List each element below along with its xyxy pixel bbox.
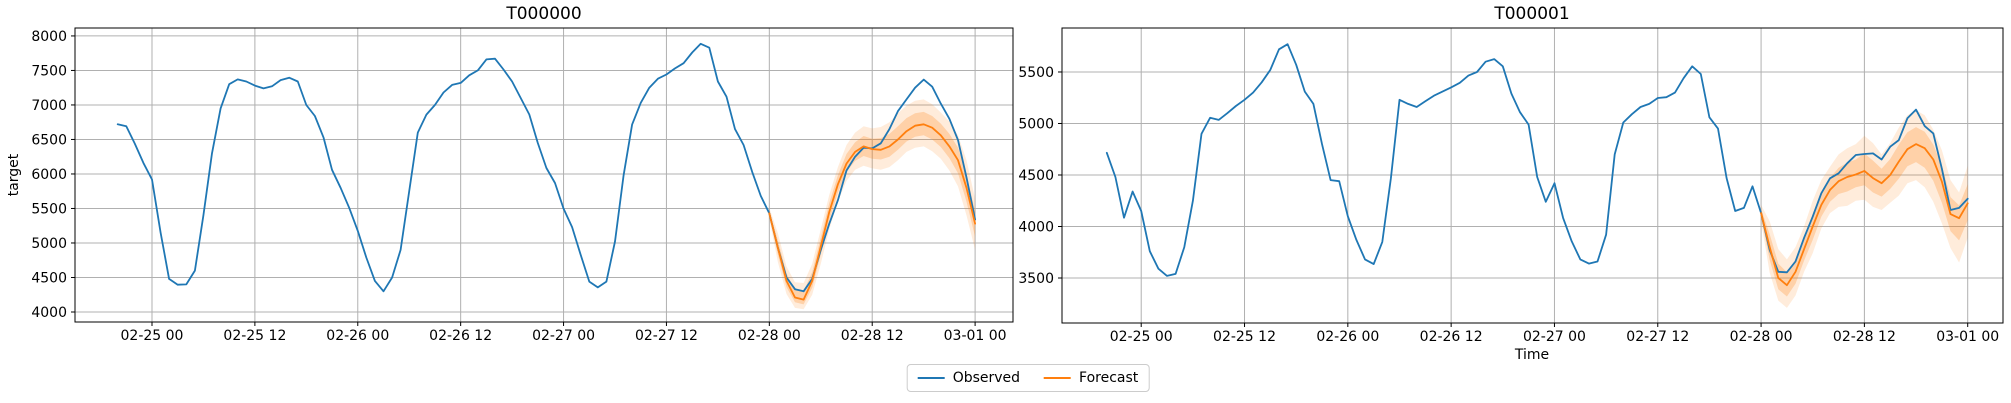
ticks (1058, 71, 1969, 327)
svg-text:4500: 4500 (31, 270, 67, 286)
gridlines (75, 28, 1013, 322)
svg-text:7000: 7000 (31, 98, 67, 114)
legend-item-forecast: Forecast (1044, 370, 1138, 386)
gridlines (1062, 28, 2003, 323)
svg-text:02-27 12: 02-27 12 (635, 328, 698, 344)
svg-text:7500: 7500 (31, 63, 67, 79)
svg-text:02-26 00: 02-26 00 (1316, 329, 1379, 345)
legend: Observed Forecast (906, 364, 1150, 392)
tick-labels: 02-25 00 02-25 12 02-26 00 02-26 12 02-27 00… (1018, 65, 1999, 345)
svg-text:02-25 12: 02-25 12 (223, 328, 286, 344)
forecast-band (1761, 127, 1968, 297)
svg-text:02-26 00: 02-26 00 (326, 328, 389, 344)
legend-item-observed: Observed (917, 370, 1021, 386)
chart-t000000: 02-25 00 02-25 12 02-26 00 02-26 12 02-27 00… (31, 27, 1014, 344)
chart-title-t000001: T000001 (1494, 4, 1570, 24)
axes-spines (1061, 27, 2004, 324)
forecast-band (769, 99, 976, 310)
svg-text:8000: 8000 (31, 29, 67, 45)
forecast-line (1760, 143, 1969, 287)
svg-text:5000: 5000 (1018, 116, 1054, 132)
svg-text:03-01 00: 03-01 00 (1936, 329, 1999, 345)
chart-t000001: 02-25 00 02-25 12 02-26 00 02-26 12 02-27 00… (1018, 27, 2004, 345)
tick-labels: 02-25 00 02-25 12 02-26 00 02-26 12 02-27 00… (31, 29, 1006, 344)
x-axis-label-time: Time (1514, 347, 1550, 363)
forecast-line-swatch-icon (1044, 377, 1072, 379)
svg-text:02-28 00: 02-28 00 (1730, 329, 1793, 345)
svg-text:02-27 00: 02-27 00 (1523, 329, 1586, 345)
svg-text:3500: 3500 (1018, 271, 1054, 287)
svg-text:02-27 12: 02-27 12 (1626, 329, 1689, 345)
svg-text:02-28 12: 02-28 12 (841, 328, 904, 344)
svg-text:4500: 4500 (1018, 168, 1054, 184)
forecast-line (768, 123, 976, 301)
svg-text:02-25 00: 02-25 00 (121, 328, 184, 344)
chart-title-t000000: T000000 (506, 4, 582, 24)
svg-text:03-01 00: 03-01 00 (944, 328, 1007, 344)
axes-spines (74, 27, 1014, 323)
svg-text:6500: 6500 (31, 132, 67, 148)
svg-text:4000: 4000 (31, 305, 67, 321)
ticks (71, 35, 976, 326)
observed-line-swatch-icon (917, 377, 945, 379)
observed-line (116, 42, 976, 293)
observed-line (1105, 43, 1969, 277)
svg-text:02-25 12: 02-25 12 (1213, 329, 1276, 345)
svg-text:4000: 4000 (1018, 219, 1054, 235)
svg-text:6000: 6000 (31, 167, 67, 183)
svg-text:02-28 12: 02-28 12 (1833, 329, 1896, 345)
svg-text:02-26 12: 02-26 12 (429, 328, 492, 344)
forecast-band (769, 111, 976, 305)
svg-text:02-28 00: 02-28 00 (738, 328, 801, 344)
svg-text:02-27 00: 02-27 00 (532, 328, 595, 344)
svg-text:02-25 00: 02-25 00 (1110, 329, 1173, 345)
legend-label-observed: Observed (952, 370, 1021, 386)
svg-text:5500: 5500 (1018, 65, 1054, 81)
forecast-band (1761, 110, 1968, 308)
svg-text:5500: 5500 (31, 201, 67, 217)
y-axis-label-target: target (6, 153, 22, 197)
svg-text:5000: 5000 (31, 236, 67, 252)
svg-text:02-26 12: 02-26 12 (1420, 329, 1483, 345)
legend-label-forecast: Forecast (1079, 370, 1139, 386)
